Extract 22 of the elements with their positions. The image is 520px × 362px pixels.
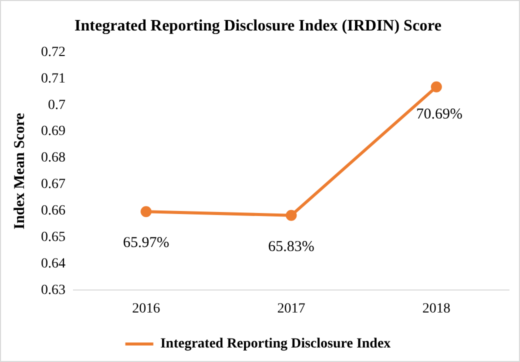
y-tick-label: 0.71 — [41, 71, 66, 86]
point — [140, 206, 152, 218]
y-tick-label: 0.64 — [41, 256, 66, 272]
x-tick-label: 2017 — [277, 301, 306, 316]
legend-label: Integrated Reporting Disclosure Index — [160, 336, 391, 352]
y-axis-title: Index Mean Score — [12, 112, 28, 230]
point — [430, 81, 442, 92]
y-tick-label: 0.63 — [41, 282, 66, 298]
data-label: 65.97% — [122, 235, 170, 252]
point — [286, 210, 297, 221]
x-tick-label: 2016 — [132, 301, 160, 316]
y-tick-label: 0.72 — [41, 44, 66, 60]
y-tick-label: 0.67 — [41, 177, 66, 192]
y-tick-label: 0.69 — [41, 124, 66, 140]
y-tick-label: 0.68 — [41, 150, 66, 166]
data-label: 70.69% — [416, 106, 463, 122]
data-label: 65.83% — [268, 238, 314, 255]
y-tick-label: 0.66 — [41, 204, 66, 219]
chart-title: Integrated Reporting Disclosure Index (IRDIN) Score — [74, 18, 442, 35]
y-tick-label: 0.7 — [48, 98, 66, 113]
y-tick-label: 0.65 — [41, 230, 66, 245]
x-tick-label: 2018 — [422, 301, 450, 316]
